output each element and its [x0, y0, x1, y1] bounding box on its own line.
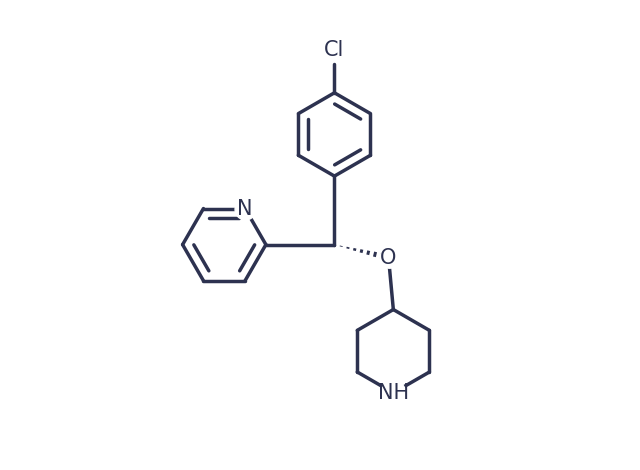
Text: Cl: Cl — [324, 40, 344, 60]
Text: NH: NH — [378, 383, 409, 403]
Text: O: O — [380, 248, 397, 267]
Text: N: N — [237, 198, 253, 219]
